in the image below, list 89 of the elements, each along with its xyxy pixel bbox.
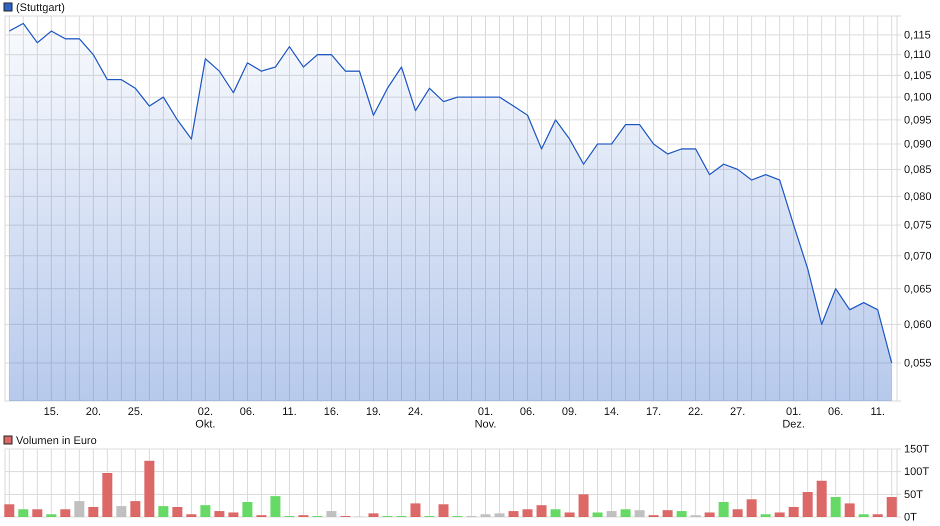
bar [60, 509, 70, 517]
bar [578, 494, 589, 517]
x-tick-label: 02. Okt. [195, 406, 216, 430]
y-tick-label: 0,095 [904, 114, 932, 126]
bar [480, 514, 491, 517]
bar [872, 514, 883, 517]
bar [844, 503, 855, 517]
bar [144, 460, 154, 517]
bar [802, 492, 813, 517]
bar [326, 511, 336, 517]
bar [32, 509, 42, 517]
bar [816, 480, 827, 517]
bar [158, 506, 168, 517]
bar [368, 513, 378, 517]
bar [74, 501, 84, 517]
bar [676, 511, 687, 517]
bar [186, 514, 196, 517]
x-tick-label: 16. [324, 406, 340, 418]
x-tick-label: 11. [870, 406, 885, 418]
bar [172, 507, 182, 517]
bar [4, 504, 14, 517]
bar [858, 514, 869, 517]
bar [438, 504, 448, 517]
x-tick-label: 09. [562, 406, 578, 418]
x-tick-label: 01. Nov. [474, 406, 496, 430]
y-tick-label: 0,115 [904, 29, 931, 42]
bar [410, 503, 420, 517]
bar [508, 511, 519, 517]
bar [662, 510, 673, 517]
bar [116, 506, 126, 517]
y-tick-label: 150T [904, 444, 930, 456]
bar [522, 509, 533, 517]
x-tick-label: 11. [282, 406, 297, 418]
y-tick-label: 0,105 [904, 70, 932, 82]
x-tick-label: 25. [128, 406, 144, 418]
y-tick-label: 100T [904, 466, 930, 478]
x-tick-label: 20. [86, 406, 101, 418]
bar [494, 513, 505, 517]
legend-label: Volumen in Euro [16, 435, 97, 447]
bar [228, 512, 238, 517]
y-tick-label: 0,065 [904, 283, 932, 296]
bar [564, 512, 575, 517]
y-tick-label: 0,110 [904, 49, 931, 62]
bar [270, 496, 280, 517]
bar [214, 511, 224, 517]
y-tick-label: 50T [904, 488, 924, 501]
y-tick-label: 0,080 [904, 190, 932, 203]
x-tick-label: 27. [730, 406, 746, 418]
bar [760, 514, 771, 517]
x-tick-label: 19. [366, 406, 382, 418]
x-tick-label: 14. [604, 406, 620, 418]
x-tick-label: 06. [828, 406, 844, 418]
bar [46, 514, 56, 517]
bar [592, 512, 603, 517]
bar [732, 509, 743, 517]
y-tick-label: 0,075 [904, 220, 932, 232]
bar [102, 473, 112, 517]
bar [536, 505, 547, 517]
y-tick-label: 0,070 [904, 250, 932, 262]
x-tick-label: 17. [646, 406, 662, 418]
bar [634, 510, 645, 517]
x-tick-label: 15. [44, 406, 59, 418]
bar [830, 497, 841, 517]
x-tick-label: 01. Dez. [782, 406, 805, 430]
y-tick-label: 0T [904, 512, 918, 524]
bar [746, 499, 757, 517]
y-tick-label: 0,085 [904, 164, 932, 176]
x-tick-label: 24. [408, 406, 424, 418]
y-tick-label: 0,100 [904, 92, 932, 104]
x-tick-label: 06. [240, 406, 256, 418]
bar [886, 497, 897, 517]
bar [18, 509, 28, 517]
y-tick-label: 0,090 [904, 138, 932, 150]
bar [718, 502, 729, 517]
bar [550, 509, 561, 517]
x-tick-label: 06. [520, 406, 536, 418]
bar [774, 512, 785, 517]
bar [200, 505, 210, 517]
legend-label: (Stuttgart) [16, 2, 65, 14]
y-tick-label: 0,060 [904, 318, 932, 331]
bar [130, 501, 140, 517]
bar [88, 507, 98, 517]
x-tick-label: 22. [688, 406, 704, 418]
y-tick-label: 0,055 [904, 358, 932, 370]
bar [788, 507, 799, 517]
bar [620, 509, 631, 517]
bar [606, 511, 617, 517]
bar [704, 512, 715, 517]
bar [242, 502, 252, 517]
